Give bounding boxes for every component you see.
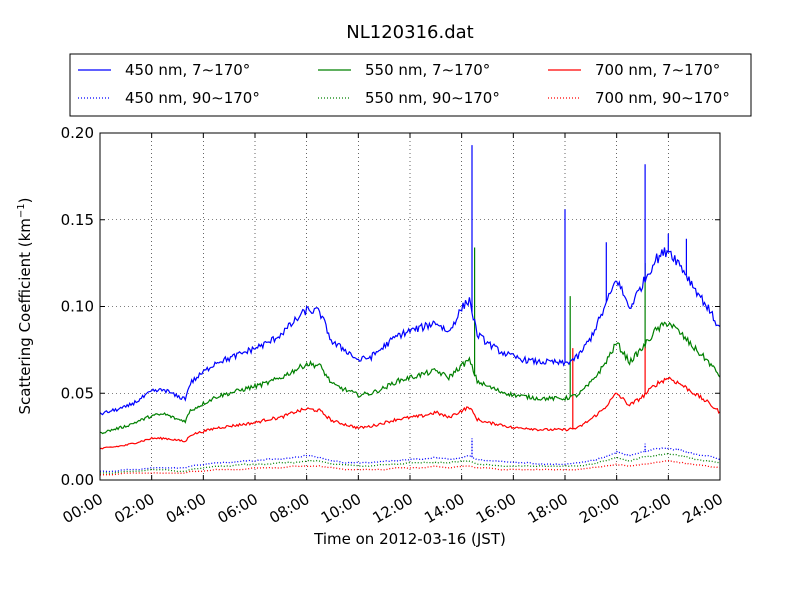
legend-label-4: 450 nm, 90∼170° — [125, 89, 260, 107]
legend: 450 nm, 7∼170° 550 nm, 7∼170° 700 nm, 7∼17… — [69, 53, 752, 117]
x-axis-label: Time on 2012-03-16 (JST) — [313, 530, 506, 548]
y-tick-label: 0.05 — [61, 384, 94, 402]
legend-label-2: 550 nm, 7∼170° — [365, 61, 490, 79]
y-tick-label: 0.15 — [61, 211, 94, 229]
y-axis-label: Scattering Coefficient (km−1) — [16, 197, 34, 414]
legend-label-6: 700 nm, 90∼170° — [595, 89, 730, 107]
y-axis-label-main: Scattering Coefficient (km — [16, 218, 34, 414]
series-line-5 — [99, 452, 721, 474]
legend-label-3: 700 nm, 7∼170° — [595, 61, 720, 79]
series-line-3 — [99, 342, 721, 450]
legend-label-5: 550 nm, 90∼170° — [365, 89, 500, 107]
series-line-2 — [99, 247, 721, 435]
y-axis-label-tail: ) — [16, 197, 34, 203]
y-tick-label: 0.10 — [61, 298, 94, 316]
series-line-6 — [100, 459, 720, 476]
series-line-1 — [99, 145, 721, 416]
legend-label-1: 450 nm, 7∼170° — [125, 61, 250, 79]
series-layer — [99, 145, 721, 476]
y-tick-label: 0.20 — [61, 124, 94, 142]
legend-box — [69, 53, 752, 117]
y-axis-label-sup: −1 — [16, 203, 27, 218]
chart-title: NL120316.dat — [346, 22, 473, 43]
y-tick-label: 0.00 — [61, 471, 94, 489]
